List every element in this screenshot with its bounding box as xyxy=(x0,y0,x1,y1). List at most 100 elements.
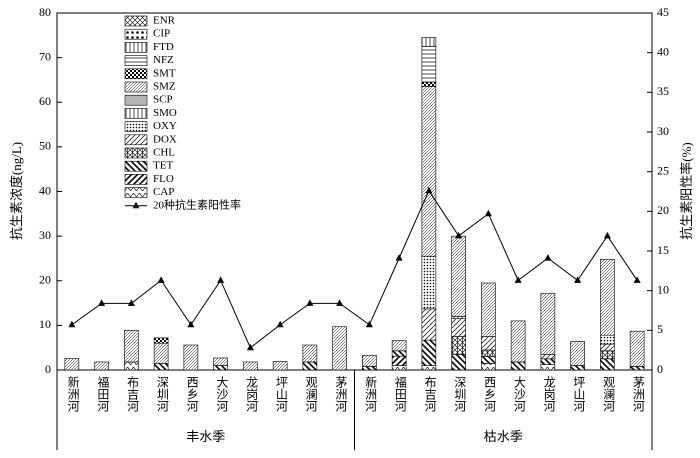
x-tick-label: 大沙河 xyxy=(215,376,229,412)
legend-swatch xyxy=(124,42,148,53)
legend-label: CIP xyxy=(153,28,170,40)
bar-segment xyxy=(362,366,377,371)
bar-segment xyxy=(391,340,407,352)
y2-tick-label: 40 xyxy=(657,44,669,58)
bar-segment xyxy=(302,361,318,371)
y2-tick-label: 35 xyxy=(657,84,669,98)
x-tick-label: 新洲河 xyxy=(66,375,80,412)
x-tick-label: 茅洲河 xyxy=(334,376,348,412)
legend-swatch xyxy=(124,68,148,80)
legend-swatch xyxy=(124,15,148,27)
group-label: 丰水季 xyxy=(186,429,225,444)
line-marker xyxy=(157,276,165,283)
y2-tick-label: 45 xyxy=(657,5,669,19)
legend-swatch xyxy=(124,147,148,159)
x-tick-label: 坪山河 xyxy=(274,376,288,412)
legend-label: NFZ xyxy=(153,54,174,66)
bar-segment xyxy=(481,349,496,357)
bar-segment xyxy=(540,354,556,360)
legend-label: DOX xyxy=(153,133,177,145)
bar-segment xyxy=(272,361,288,371)
bar-segment xyxy=(451,336,466,355)
bar-segment xyxy=(153,337,169,344)
bar-segment xyxy=(451,318,466,337)
y2-tick-label: 0 xyxy=(657,362,663,376)
line-marker xyxy=(544,254,552,261)
y-tick-label: 0 xyxy=(45,362,51,376)
line-marker xyxy=(633,276,641,283)
line-marker xyxy=(246,343,254,351)
bar-segment xyxy=(421,255,437,310)
line-marker xyxy=(187,320,195,328)
bar-segment xyxy=(600,358,615,371)
bar-segment xyxy=(481,363,496,371)
bar-segment xyxy=(451,354,466,371)
x-tick-label: 福田河 xyxy=(393,375,407,412)
legend-swatch xyxy=(124,28,148,40)
line-marker xyxy=(336,299,344,306)
bar-segment xyxy=(213,357,228,366)
bar-segment xyxy=(629,330,645,367)
x-tick-label: 龙岗河 xyxy=(542,376,556,412)
x-tick-label: 龙岗河 xyxy=(245,376,259,412)
x-tick-label: 坪山河 xyxy=(572,376,586,412)
bar-segment xyxy=(153,363,169,371)
line-marker xyxy=(276,320,284,328)
y-tick-label: 40 xyxy=(39,183,51,197)
bar-segment xyxy=(629,366,645,371)
bar-segment xyxy=(451,235,466,317)
legend-swatch xyxy=(124,121,148,132)
legend-label: SMT xyxy=(153,67,176,79)
bar-segment xyxy=(124,361,139,371)
bar-segment xyxy=(481,356,496,364)
bar-segment xyxy=(570,365,585,371)
x-tick-label: 大沙河 xyxy=(512,376,526,412)
bar-segment xyxy=(421,86,437,257)
bar-segment xyxy=(243,361,258,371)
line-marker xyxy=(603,231,611,239)
y-tick-label: 10 xyxy=(39,317,51,331)
bar-segment xyxy=(600,334,615,345)
legend-marker xyxy=(132,201,140,209)
y-tick-label: 60 xyxy=(39,94,51,108)
bar-segment xyxy=(302,344,318,363)
y-tick-label: 80 xyxy=(39,5,51,19)
legend-swatch xyxy=(124,187,148,198)
bar-segment xyxy=(481,282,496,337)
y2-axis-title: 抗生素阳性率(%) xyxy=(679,142,694,240)
line-marker xyxy=(484,209,492,217)
legend-label: OXY xyxy=(153,120,177,132)
legend-label: FLO xyxy=(153,173,174,185)
bar-segment xyxy=(391,350,407,357)
group-label: 枯水季 xyxy=(484,429,523,444)
bar-segment xyxy=(600,350,615,360)
x-tick-label: 观澜河 xyxy=(602,376,616,412)
legend-label: SMZ xyxy=(153,81,176,93)
legend-swatch xyxy=(124,81,148,93)
line-marker xyxy=(395,254,403,261)
legend-label: TET xyxy=(153,160,173,172)
bar-segment xyxy=(540,292,556,355)
y-tick-label: 70 xyxy=(39,49,51,63)
legend-swatch xyxy=(124,134,148,146)
line-marker xyxy=(217,276,225,283)
line-marker xyxy=(455,231,463,239)
bar-segment xyxy=(451,316,466,319)
y-axis-title: 抗生素浓度(ng/L) xyxy=(9,142,24,240)
bar-segment xyxy=(421,46,437,83)
legend-label: CAP xyxy=(153,186,174,198)
line-marker xyxy=(127,299,135,306)
x-tick-label: 深圳河 xyxy=(453,376,467,412)
x-tick-label: 西乡河 xyxy=(483,376,497,412)
bar-segment xyxy=(421,339,437,366)
x-tick-label: 福田河 xyxy=(96,375,110,412)
y2-tick-label: 5 xyxy=(657,322,663,336)
y-tick-label: 50 xyxy=(39,139,51,153)
bar-segment xyxy=(153,342,169,364)
legend-swatch xyxy=(124,160,148,172)
line-marker xyxy=(68,320,76,328)
y-tick-label: 20 xyxy=(39,273,51,287)
legend-label: FTD xyxy=(153,41,174,53)
x-tick-label: 布吉河 xyxy=(126,376,140,412)
bar-segment xyxy=(481,336,496,351)
